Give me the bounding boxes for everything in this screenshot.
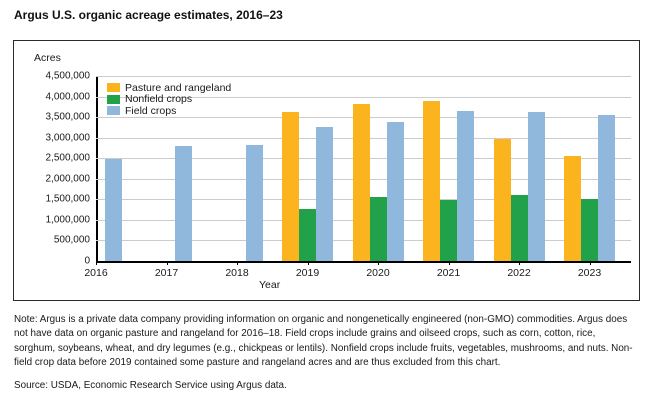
chart-frame: Acres 0 500,000 1,000,000 1,500,000 2,000,00… <box>13 40 640 301</box>
bar-field-crops-2016 <box>104 159 122 261</box>
y-tick-label: 3,500,000 <box>45 111 91 123</box>
gridline <box>96 96 631 98</box>
legend: Pasture and rangeland Nonfield crops Fie… <box>107 82 231 117</box>
legend-label: Nonfield crops <box>125 93 193 106</box>
bar-field-crops-2021 <box>457 110 474 261</box>
bar-pasture-and-rangeland-2022 <box>493 139 511 261</box>
bar-nonfield-crops-2020 <box>369 196 387 261</box>
x-tick-label: 2018 <box>225 267 249 279</box>
y-tick-label: 4,000,000 <box>45 91 91 103</box>
chart-title: Argus U.S. organic acreage estimates, 20… <box>14 8 283 22</box>
bar-field-crops-2019 <box>316 127 333 261</box>
note-text: Note: Argus is a private data company pr… <box>14 314 633 369</box>
legend-label: Pasture and rangeland <box>125 81 232 94</box>
legend-item-pasture: Pasture and rangeland <box>107 82 231 94</box>
legend-item-field: Field crops <box>107 105 231 117</box>
y-tick-label: 0 <box>84 255 90 267</box>
footer: Note: Argus is a private data company pr… <box>14 313 639 391</box>
x-tick-label: 2022 <box>507 267 531 279</box>
legend-swatch-pasture <box>107 83 120 93</box>
bar-field-crops-2020 <box>386 122 404 261</box>
x-tick-label: 2016 <box>84 267 108 279</box>
bar-pasture-and-rangeland-2020 <box>352 104 370 261</box>
x-tick-label: 2019 <box>295 267 320 279</box>
bar-field-crops-2018 <box>245 144 263 261</box>
x-tick-label: 2021 <box>436 267 461 279</box>
bar-pasture-and-rangeland-2019 <box>282 111 299 261</box>
x-tick <box>166 261 168 265</box>
y-tick-label: 3,000,000 <box>45 132 91 144</box>
y-tick-label: 1,000,000 <box>45 214 91 226</box>
x-tick-label: 2017 <box>154 267 179 279</box>
x-tick <box>96 261 97 265</box>
x-tick <box>378 261 379 265</box>
y-tick-label: 2,500,000 <box>45 152 91 164</box>
legend-label: Field crops <box>125 104 177 117</box>
y-tick-label: 500,000 <box>53 234 90 246</box>
plot-area: 0 500,000 1,000,000 1,500,000 2,000,000 2,500… <box>46 71 631 279</box>
x-tick <box>589 261 591 265</box>
x-tick <box>307 261 309 265</box>
bar-field-crops-2022 <box>527 111 545 261</box>
x-tick-label: 2023 <box>577 267 602 279</box>
legend-item-nonfield: Nonfield crops <box>107 93 231 106</box>
source-text: Source: USDA, Economic Research Service … <box>14 379 287 391</box>
legend-swatch-nonfield <box>107 94 120 104</box>
bar-field-crops-2017 <box>175 146 192 261</box>
y-tick-label: 1,500,000 <box>45 193 91 205</box>
x-tick <box>448 261 450 265</box>
gridline <box>96 76 631 77</box>
bar-field-crops-2023 <box>598 114 615 261</box>
bar-pasture-and-rangeland-2023 <box>564 155 581 261</box>
y-tick-label: 4,500,000 <box>45 70 91 82</box>
x-tick-label: 2020 <box>366 267 390 279</box>
legend-swatch-field <box>107 106 120 116</box>
y-tick-label: 2,000,000 <box>45 173 91 185</box>
x-axis-title: Year <box>259 279 281 291</box>
bar-nonfield-crops-2022 <box>510 195 528 261</box>
bar-pasture-and-rangeland-2021 <box>423 101 440 261</box>
x-tick <box>237 261 238 265</box>
y-axis-line <box>96 76 98 261</box>
bar-nonfield-crops-2019 <box>299 208 316 261</box>
bar-nonfield-crops-2021 <box>440 200 457 261</box>
x-axis-line <box>96 261 631 263</box>
x-tick <box>519 261 520 265</box>
y-axis-unit-label: Acres <box>34 52 61 64</box>
bar-nonfield-crops-2023 <box>581 199 598 261</box>
